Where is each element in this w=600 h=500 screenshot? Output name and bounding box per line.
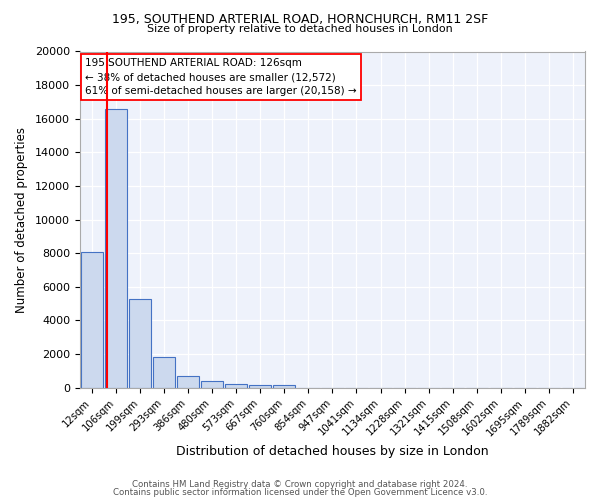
Text: Contains HM Land Registry data © Crown copyright and database right 2024.: Contains HM Land Registry data © Crown c… [132,480,468,489]
Text: Size of property relative to detached houses in London: Size of property relative to detached ho… [147,24,453,34]
Bar [129,298,151,388]
Bar [225,384,247,388]
Text: Contains public sector information licensed under the Open Government Licence v3: Contains public sector information licen… [113,488,487,497]
Bar [104,108,127,388]
X-axis label: Distribution of detached houses by size in London: Distribution of detached houses by size … [176,444,489,458]
Bar [201,382,223,388]
Bar [273,385,295,388]
Bar [249,384,271,388]
Text: 195 SOUTHEND ARTERIAL ROAD: 126sqm
← 38% of detached houses are smaller (12,572): 195 SOUTHEND ARTERIAL ROAD: 126sqm ← 38%… [85,58,356,96]
Text: 195, SOUTHEND ARTERIAL ROAD, HORNCHURCH, RM11 2SF: 195, SOUTHEND ARTERIAL ROAD, HORNCHURCH,… [112,12,488,26]
Bar [153,357,175,388]
Bar [80,252,103,388]
Bar [177,376,199,388]
Y-axis label: Number of detached properties: Number of detached properties [15,126,28,312]
